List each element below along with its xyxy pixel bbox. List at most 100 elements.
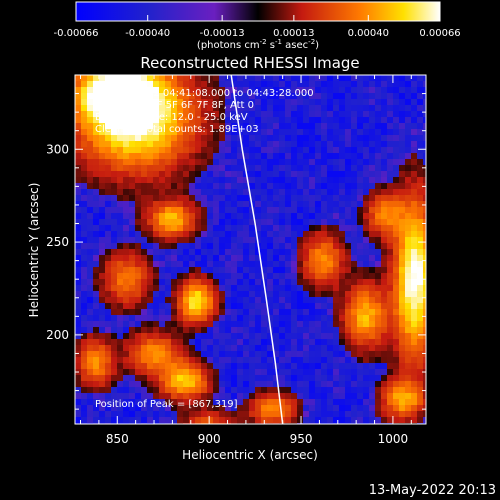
heatmap-cell (273, 249, 280, 256)
heatmap-cell (291, 165, 298, 172)
heatmap-cell (195, 177, 202, 184)
heatmap-cell (99, 315, 106, 322)
heatmap-cell (303, 207, 310, 214)
heatmap-cell (423, 267, 426, 274)
heatmap-cell (213, 231, 220, 238)
heatmap-cell (147, 357, 154, 364)
heatmap-cell (171, 333, 178, 340)
heatmap-cell (297, 129, 304, 136)
heatmap-cell (87, 399, 94, 406)
heatmap-cell (87, 249, 94, 256)
heatmap-cell (225, 381, 232, 388)
heatmap-cell (387, 117, 394, 124)
heatmap-cell (261, 105, 268, 112)
heatmap-cell (291, 273, 298, 280)
heatmap-cell (123, 309, 130, 316)
heatmap-cell (309, 243, 316, 250)
heatmap-cell (177, 111, 184, 118)
heatmap-cell (303, 309, 310, 316)
heatmap-cell (225, 309, 232, 316)
heatmap-cell (375, 309, 382, 316)
heatmap-cell (141, 231, 148, 238)
heatmap-cell (351, 141, 358, 148)
heatmap-cell (75, 345, 82, 352)
heatmap-cell (237, 393, 244, 400)
heatmap-cell (165, 213, 172, 220)
heatmap-cell (99, 303, 106, 310)
heatmap-cell (333, 213, 340, 220)
heatmap-cell (153, 153, 160, 160)
heatmap-cell (147, 123, 154, 130)
heatmap-cell (267, 249, 274, 256)
heatmap-cell (237, 267, 244, 274)
heatmap-cell (309, 297, 316, 304)
heatmap-cell (147, 231, 154, 238)
heatmap-cell (393, 135, 400, 142)
heatmap-cell (249, 243, 256, 250)
heatmap-cell (99, 213, 106, 220)
heatmap-cell (129, 345, 136, 352)
heatmap-cell (177, 405, 184, 412)
heatmap-cell (375, 363, 382, 370)
heatmap-cell (237, 309, 244, 316)
heatmap-cell (81, 381, 88, 388)
heatmap-cell (357, 147, 364, 154)
heatmap-cell (153, 129, 160, 136)
heatmap-cell (315, 129, 322, 136)
heatmap-cell (141, 213, 148, 220)
heatmap-cell (225, 285, 232, 292)
heatmap-cell (105, 237, 112, 244)
heatmap-cell (111, 201, 118, 208)
heatmap-cell (273, 237, 280, 244)
heatmap-cell (363, 273, 370, 280)
heatmap-cell (291, 117, 298, 124)
heatmap-cell (357, 345, 364, 352)
annotation-block: 23-Aug-2012 04:41:08.000 to 04:43:28.000… (95, 88, 314, 410)
heatmap-cell (165, 123, 172, 130)
heatmap-cell (249, 87, 256, 94)
heatmap-cell (381, 351, 388, 358)
heatmap-cell (417, 99, 424, 106)
heatmap-cell (339, 333, 346, 340)
heatmap-cell (135, 273, 142, 280)
heatmap-cell (417, 363, 424, 370)
heatmap-cell (411, 141, 418, 148)
heatmap-cell (279, 381, 286, 388)
heatmap-cell (309, 213, 316, 220)
heatmap-cell (303, 327, 310, 334)
heatmap-cell (405, 123, 412, 130)
heatmap-cell (321, 117, 328, 124)
heatmap-cell (327, 285, 334, 292)
heatmap-cell (183, 171, 190, 178)
heatmap-cell (393, 147, 400, 154)
heatmap-cell (189, 129, 196, 136)
heatmap-cell (357, 93, 364, 100)
heatmap-cell (123, 153, 130, 160)
heatmap-cell (87, 255, 94, 262)
heatmap-cell (393, 279, 400, 286)
heatmap-cell (369, 273, 376, 280)
heatmap-cell (417, 87, 424, 94)
heatmap-cell (105, 393, 112, 400)
heatmap-cell (213, 375, 220, 382)
heatmap-cell (75, 237, 82, 244)
heatmap-cell (153, 375, 160, 382)
heatmap-cell (405, 243, 412, 250)
heatmap-cell (387, 321, 394, 328)
heatmap-cell (81, 297, 88, 304)
heatmap-cell (213, 141, 220, 148)
heatmap-cell (153, 255, 160, 262)
heatmap-cell (165, 201, 172, 208)
heatmap-cell (237, 93, 244, 100)
heatmap-cell (99, 147, 106, 154)
heatmap-cell (183, 255, 190, 262)
heatmap-cell (195, 147, 202, 154)
heatmap-cell (171, 183, 178, 190)
heatmap-cell (303, 117, 310, 124)
heatmap-cell (381, 315, 388, 322)
heatmap-cell (315, 321, 322, 328)
heatmap-cell (213, 291, 220, 298)
heatmap-cell (279, 261, 286, 268)
heatmap-cell (273, 339, 280, 346)
heatmap-cell (303, 165, 310, 172)
